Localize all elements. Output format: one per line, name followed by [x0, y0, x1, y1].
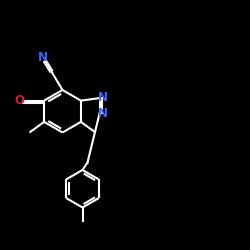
- Text: N: N: [38, 51, 48, 64]
- Text: N: N: [98, 107, 108, 120]
- Text: O: O: [15, 94, 25, 107]
- Text: N: N: [98, 91, 108, 104]
